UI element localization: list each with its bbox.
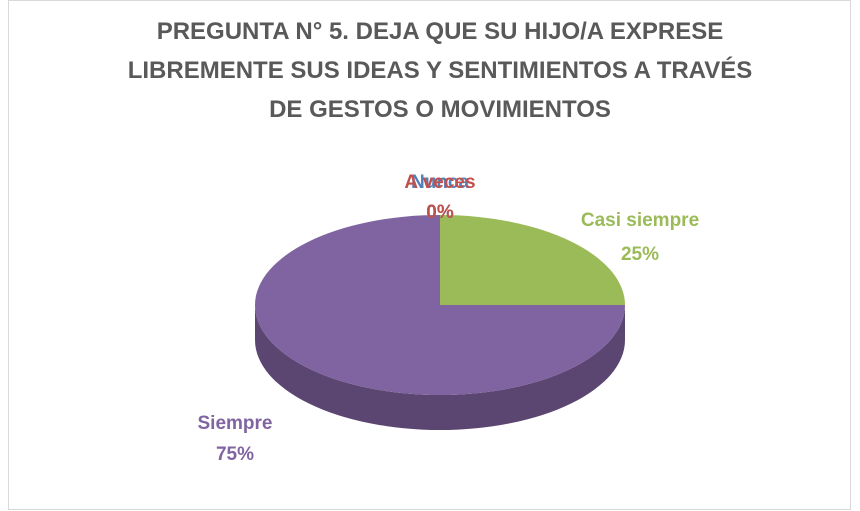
slice — [255, 215, 625, 395]
slice-value-label: 0% — [426, 202, 454, 223]
slice-value-label: 75% — [216, 444, 254, 465]
slice-label: A veces — [404, 172, 475, 193]
slice-label: Casi siempre — [581, 210, 699, 231]
slice-label: Nunca — [411, 172, 470, 193]
slice-label: Siempre — [198, 413, 273, 434]
slice-value-label: 0% — [426, 202, 454, 223]
slice — [440, 215, 625, 305]
slice-value-label: 25% — [621, 244, 659, 265]
chart-title: PREGUNTA N° 5. DEJA QUE SU HIJO/A EXPRES… — [127, 18, 753, 123]
slice-side — [255, 305, 625, 430]
